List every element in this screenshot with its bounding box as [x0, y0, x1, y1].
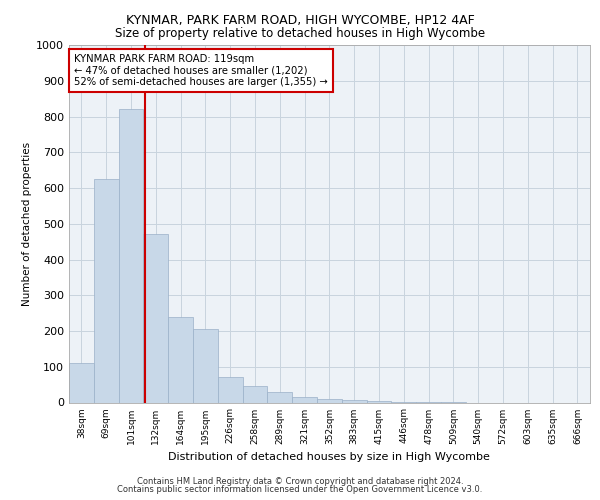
Bar	[317, 399, 342, 402]
Bar	[367, 400, 391, 402]
Bar	[69, 363, 94, 403]
Text: Contains HM Land Registry data © Crown copyright and database right 2024.: Contains HM Land Registry data © Crown c…	[137, 477, 463, 486]
Bar	[119, 110, 143, 403]
Bar	[292, 397, 317, 402]
Text: Contains public sector information licensed under the Open Government Licence v3: Contains public sector information licen…	[118, 485, 482, 494]
Text: Size of property relative to detached houses in High Wycombe: Size of property relative to detached ho…	[115, 28, 485, 40]
Bar	[193, 329, 218, 402]
Bar	[218, 378, 242, 402]
Y-axis label: Number of detached properties: Number of detached properties	[22, 142, 32, 306]
Bar	[94, 179, 119, 402]
Bar	[168, 316, 193, 402]
Bar	[242, 386, 268, 402]
Bar	[143, 234, 168, 402]
Bar	[342, 400, 367, 402]
Text: KYNMAR, PARK FARM ROAD, HIGH WYCOMBE, HP12 4AF: KYNMAR, PARK FARM ROAD, HIGH WYCOMBE, HP…	[125, 14, 475, 27]
Text: KYNMAR PARK FARM ROAD: 119sqm
← 47% of detached houses are smaller (1,202)
52% o: KYNMAR PARK FARM ROAD: 119sqm ← 47% of d…	[74, 54, 328, 87]
X-axis label: Distribution of detached houses by size in High Wycombe: Distribution of detached houses by size …	[169, 452, 490, 462]
Bar	[268, 392, 292, 402]
